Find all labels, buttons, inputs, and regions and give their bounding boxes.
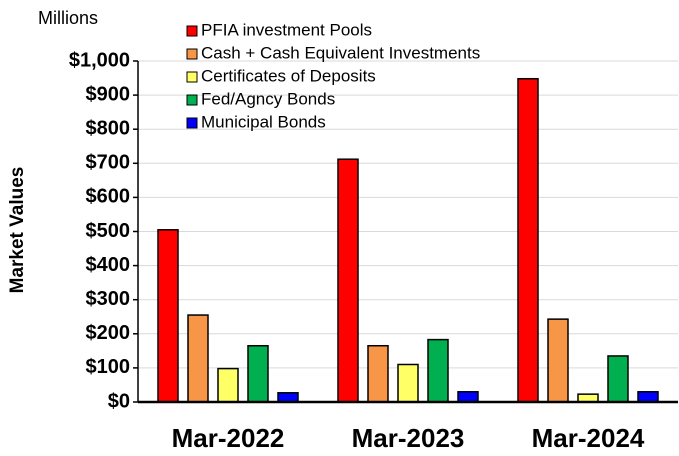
bar	[427, 338, 449, 403]
bar	[247, 344, 269, 403]
legend-swatch	[186, 117, 198, 129]
y-tick-label: $0	[108, 390, 130, 412]
bar	[157, 229, 179, 403]
legend-label: Certificates of Deposits	[201, 66, 376, 85]
legend-label: PFIA investment Pools	[201, 20, 372, 39]
bar	[277, 392, 299, 403]
unit-label: Millions	[38, 8, 98, 28]
bar	[217, 367, 239, 403]
bar	[607, 355, 629, 403]
y-tick-label: $400	[86, 254, 131, 276]
legend-swatch	[186, 71, 198, 83]
legend-swatch	[186, 94, 198, 106]
y-tick-label: $300	[86, 288, 131, 310]
bar	[547, 318, 569, 403]
bar	[517, 77, 539, 403]
x-tick-label: Mar-2024	[532, 423, 645, 453]
legend-label: Fed/Agncy Bonds	[201, 89, 335, 108]
y-tick-label: $500	[86, 220, 131, 242]
y-tick-label: $800	[86, 117, 131, 139]
y-tick-label: $200	[86, 322, 131, 344]
bar	[457, 391, 479, 403]
bar	[337, 158, 359, 403]
y-axis-label: Market Values	[7, 167, 28, 294]
bar	[637, 391, 659, 403]
y-tick-label: $1,000	[69, 49, 130, 71]
y-tick-label: $900	[86, 83, 131, 105]
y-tick-label: $100	[86, 356, 131, 378]
y-tick-label: $600	[86, 186, 131, 208]
legend-label: Cash + Cash Equivalent Investments	[201, 43, 480, 62]
x-tick-label: Mar-2023	[352, 423, 465, 453]
legend-swatch	[186, 48, 198, 60]
bar	[367, 344, 389, 403]
bar	[187, 314, 209, 403]
legend-swatch	[186, 25, 198, 37]
legend-label: Municipal Bonds	[201, 112, 326, 131]
y-tick-label: $700	[86, 152, 131, 174]
x-tick-label: Mar-2022	[172, 423, 285, 453]
bar	[397, 363, 419, 403]
